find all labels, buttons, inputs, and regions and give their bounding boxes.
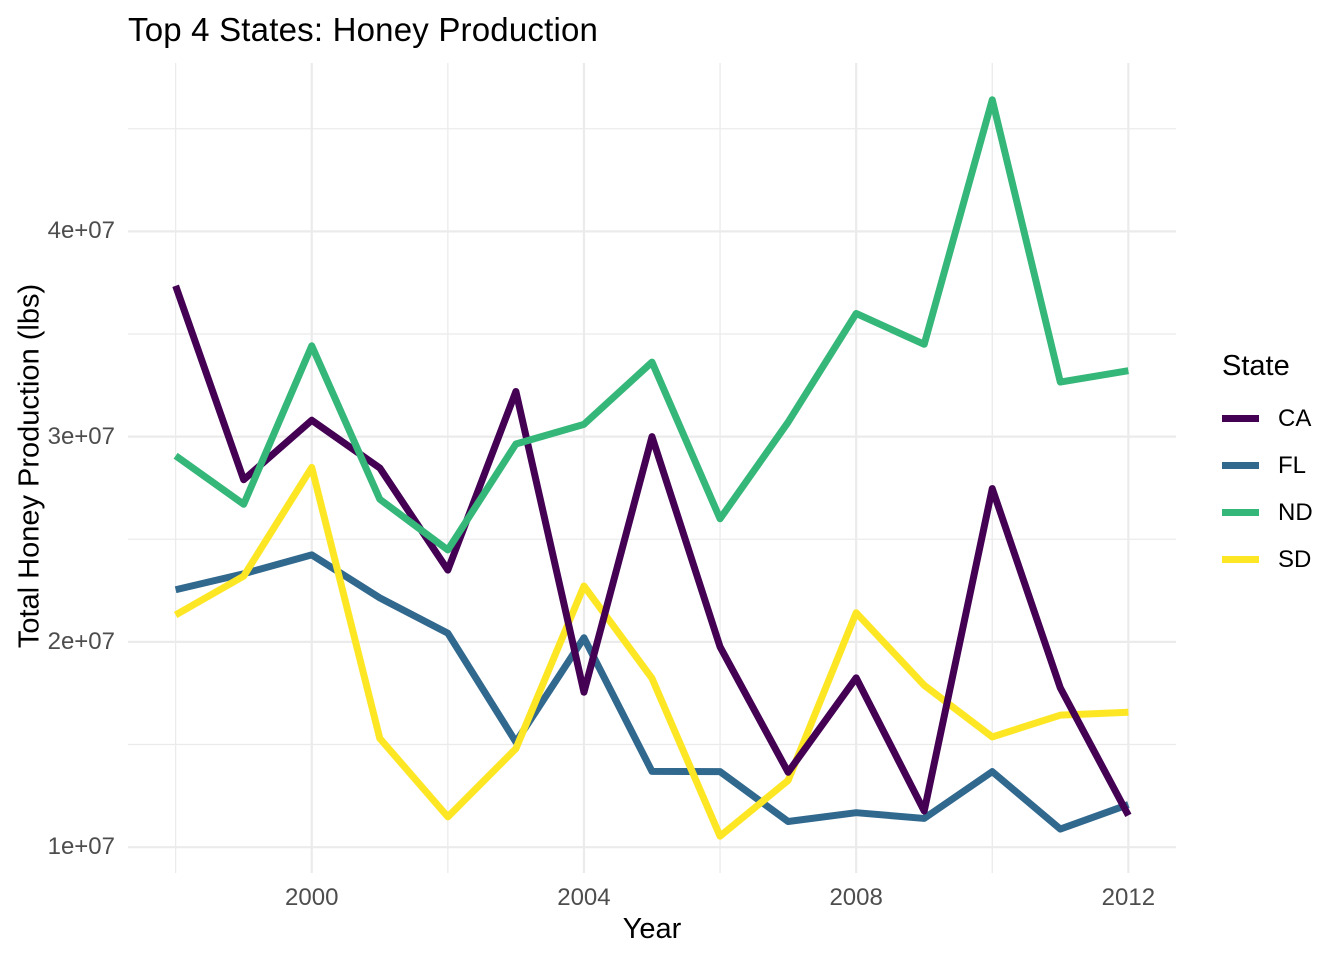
legend-entry-ND: ND xyxy=(1222,489,1313,536)
x-tick-label: 2000 xyxy=(285,884,339,911)
y-tick-label: 2e+07 xyxy=(47,627,115,655)
x-tick-label: 2008 xyxy=(829,884,883,911)
legend-entry-CA: CA xyxy=(1222,395,1313,442)
legend-label-ND: ND xyxy=(1278,498,1313,526)
legend-entry-SD: SD xyxy=(1222,536,1313,583)
legend-label-SD: SD xyxy=(1278,545,1312,573)
legend-entries: CA FL ND SD xyxy=(1222,395,1313,583)
legend-label-FL: FL xyxy=(1278,451,1307,479)
y-tick-label: 4e+07 xyxy=(47,217,115,245)
series-line-FL xyxy=(174,551,1130,833)
legend-swatch-CA xyxy=(1222,415,1259,422)
legend-swatch-ND xyxy=(1222,509,1259,516)
legend-swatch-SD xyxy=(1222,556,1259,563)
x-tick-label: 2004 xyxy=(557,884,611,911)
legend-entry-FL: FL xyxy=(1222,442,1313,489)
series-line-SD xyxy=(173,463,1129,840)
x-axis-title: Year xyxy=(622,913,682,945)
legend-label-CA: CA xyxy=(1278,404,1312,432)
y-tick-label: 3e+07 xyxy=(47,422,115,450)
series-line-CA xyxy=(172,284,1132,817)
legend-swatch-FL xyxy=(1222,462,1259,469)
y-axis-title: Total Honey Production (lbs) xyxy=(13,283,46,649)
legend-title: State xyxy=(1222,350,1290,382)
x-tick-label: 2012 xyxy=(1101,884,1156,911)
chart-title: Top 4 States: Honey Production xyxy=(128,11,599,48)
legend: State CA FL ND SD xyxy=(1222,350,1313,583)
y-tick-label: 1e+07 xyxy=(47,833,115,861)
series-line-ND xyxy=(173,96,1129,554)
